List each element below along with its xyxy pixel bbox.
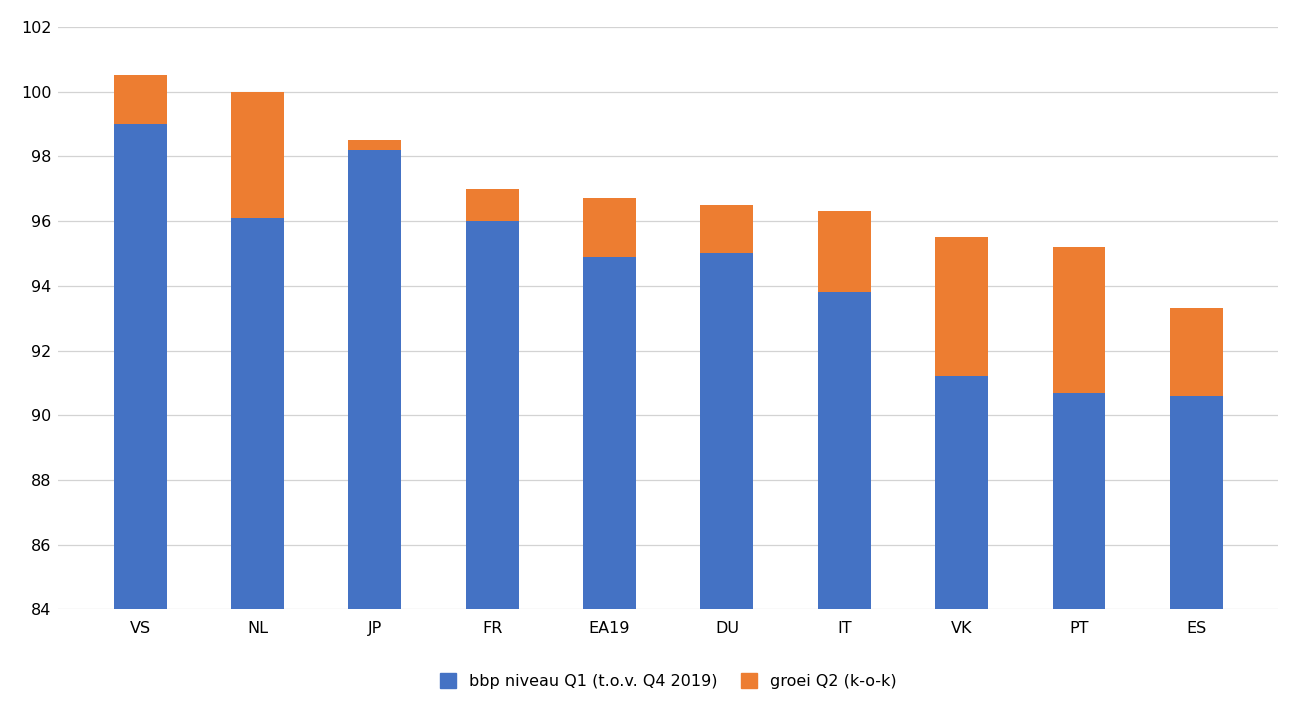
Legend: bbp niveau Q1 (t.o.v. Q4 2019), groei Q2 (k-o-k): bbp niveau Q1 (t.o.v. Q4 2019), groei Q2…	[440, 673, 896, 689]
Bar	[935, 376, 989, 609]
Bar	[818, 212, 870, 293]
Bar	[231, 218, 284, 609]
Bar	[818, 293, 870, 609]
Bar	[231, 92, 284, 218]
Bar	[114, 124, 166, 609]
Bar	[1052, 247, 1105, 393]
Bar	[700, 253, 753, 609]
Bar	[700, 205, 753, 253]
Bar	[1052, 393, 1105, 609]
Bar	[1170, 396, 1222, 609]
Bar	[114, 75, 166, 124]
Bar	[466, 189, 518, 221]
Bar	[583, 257, 637, 609]
Bar	[466, 221, 518, 609]
Bar	[583, 199, 637, 257]
Bar	[348, 150, 401, 609]
Bar	[935, 237, 989, 376]
Bar	[348, 140, 401, 150]
Bar	[1170, 308, 1222, 396]
